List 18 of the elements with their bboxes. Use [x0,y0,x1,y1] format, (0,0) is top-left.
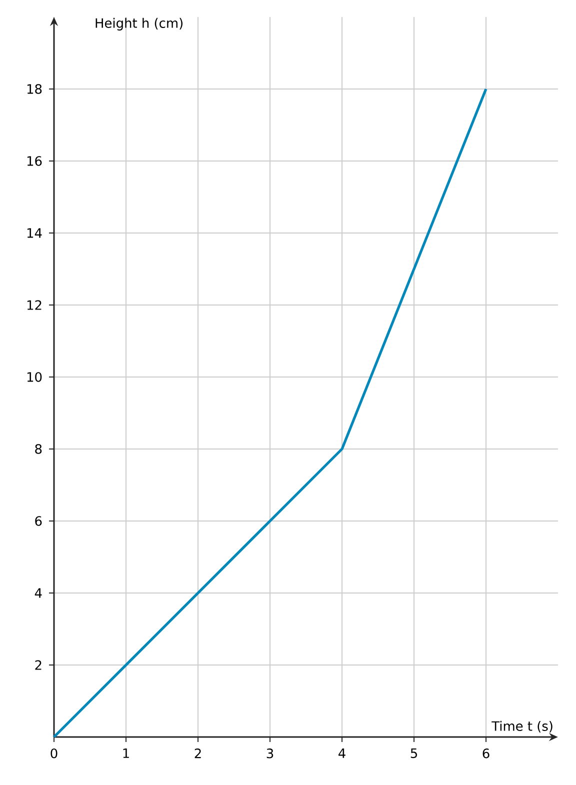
x-tick-label: 6 [482,748,490,758]
y-tick-label: 8 [35,444,42,454]
x-tick-label: 4 [338,748,346,758]
x-tick-label: 1 [123,748,129,758]
x-axis-title: Time t (s) [492,720,552,732]
y-tick-label: 2 [35,660,42,670]
y-tick-label: 16 [27,156,42,166]
y-tick-label: 6 [35,516,42,526]
y-tick-label: 18 [27,84,42,94]
y-tick-label: 12 [27,300,42,310]
y-axis-title: Height h (cm) [96,18,182,30]
x-tick-label: 3 [266,748,274,758]
x-tick-label: 0 [50,748,58,758]
x-tick-label: 5 [410,748,417,758]
y-tick-label: 14 [27,228,42,238]
y-tick-label: 10 [27,372,42,382]
x-tick-label: 2 [194,748,201,758]
y-tick-label: 4 [34,588,42,598]
